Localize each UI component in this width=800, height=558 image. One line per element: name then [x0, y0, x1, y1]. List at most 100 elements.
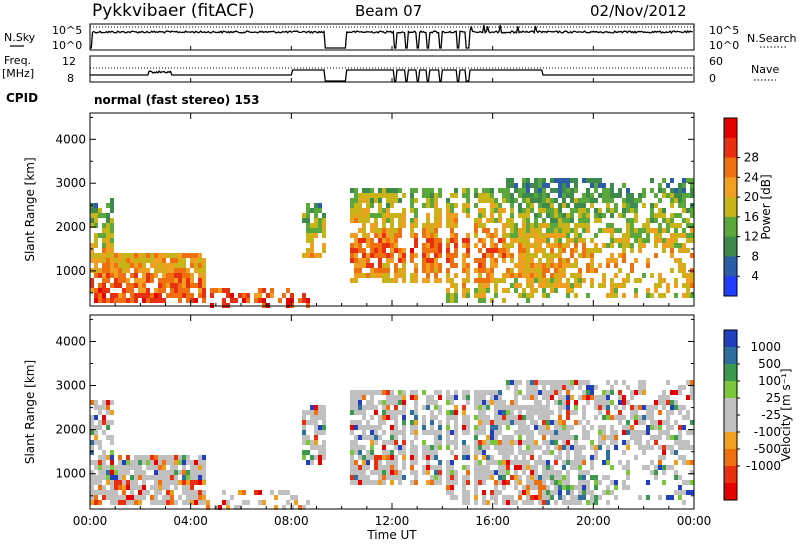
- heatmap-cell: [322, 248, 326, 253]
- heatmap-cell: [626, 273, 630, 278]
- heatmap-cell: [110, 420, 114, 425]
- heatmap-cell: [158, 268, 162, 273]
- heatmap-cell: [478, 470, 482, 475]
- heatmap-cell: [478, 420, 482, 425]
- heatmap-cell: [506, 500, 510, 505]
- heatmap-cell: [238, 490, 242, 495]
- heatmap-cell: [578, 445, 582, 450]
- heatmap-cell: [350, 213, 354, 218]
- heatmap-cell: [350, 410, 354, 415]
- heatmap-cell: [310, 253, 314, 258]
- heatmap-cell: [354, 203, 358, 208]
- heatmap-cell: [106, 298, 110, 303]
- heatmap-cell: [394, 415, 398, 420]
- heatmap-cell: [682, 425, 686, 430]
- heatmap-cell: [290, 293, 294, 298]
- heatmap-cell: [466, 425, 470, 430]
- heatmap-cell: [466, 238, 470, 243]
- heatmap-cell: [310, 420, 314, 425]
- heatmap-cell: [482, 238, 486, 243]
- heatmap-cell: [146, 455, 150, 460]
- heatmap-cell: [542, 480, 546, 485]
- heatmap-cell: [438, 395, 442, 400]
- heatmap-cell: [462, 415, 466, 420]
- heatmap-cell: [530, 410, 534, 415]
- heatmap-cell: [538, 475, 542, 480]
- heatmap-cell: [402, 455, 406, 460]
- heatmap-cell: [638, 248, 642, 253]
- heatmap-cell: [414, 450, 418, 455]
- heatmap-cell: [558, 208, 562, 213]
- heatmap-cell: [634, 440, 638, 445]
- heatmap-cell: [558, 193, 562, 198]
- heatmap-cell: [526, 188, 530, 193]
- heatmap-cell: [102, 263, 106, 268]
- heatmap-cell: [602, 425, 606, 430]
- heatmap-cell: [602, 273, 606, 278]
- heatmap-cell: [102, 475, 106, 480]
- heatmap-cell: [482, 188, 486, 193]
- heatmap-cell: [302, 425, 306, 430]
- heatmap-cell: [110, 485, 114, 490]
- heatmap-cell: [606, 415, 610, 420]
- heatmap-cell: [590, 425, 594, 430]
- heatmap-cell: [478, 460, 482, 465]
- heatmap-cell: [478, 223, 482, 228]
- heatmap-cell: [154, 263, 158, 268]
- heatmap-cell: [554, 400, 558, 405]
- heatmap-cell: [682, 208, 686, 213]
- heatmap-cell: [362, 263, 366, 268]
- heatmap-cell: [542, 395, 546, 400]
- heatmap-cell: [550, 395, 554, 400]
- heatmap-cell: [302, 298, 306, 303]
- heatmap-cell: [270, 288, 274, 293]
- heatmap-cell: [454, 298, 458, 303]
- heatmap-cell: [178, 455, 182, 460]
- heatmap-cell: [358, 203, 362, 208]
- heatmap-cell: [514, 400, 518, 405]
- heatmap-cell: [434, 450, 438, 455]
- heatmap-cell: [558, 263, 562, 268]
- heatmap-cell: [650, 405, 654, 410]
- heatmap-cell: [446, 475, 450, 480]
- heatmap-cell: [542, 415, 546, 420]
- heatmap-cell: [106, 263, 110, 268]
- heatmap-cell: [110, 480, 114, 485]
- heatmap-cell: [666, 430, 670, 435]
- heatmap-cell: [414, 435, 418, 440]
- heatmap-cell: [474, 405, 478, 410]
- heatmap-cell: [526, 485, 530, 490]
- heatmap-cell: [434, 470, 438, 475]
- heatmap-cell: [318, 223, 322, 228]
- heatmap-cell: [562, 475, 566, 480]
- heatmap-cell: [534, 390, 538, 395]
- heatmap-cell: [370, 445, 374, 450]
- heatmap-cell: [566, 405, 570, 410]
- heatmap-cell: [522, 238, 526, 243]
- heatmap-cell: [454, 420, 458, 425]
- heatmap-cell: [450, 450, 454, 455]
- heatmap-cell: [354, 470, 358, 475]
- heatmap-cell: [678, 248, 682, 253]
- heatmap-cell: [202, 495, 206, 500]
- heatmap-cell: [474, 440, 478, 445]
- heatmap-cell: [310, 455, 314, 460]
- heatmap-cell: [474, 495, 478, 500]
- heatmap-cell: [558, 420, 562, 425]
- heatmap-cell: [410, 233, 414, 238]
- heatmap-cell: [514, 273, 518, 278]
- heatmap-cell: [90, 490, 94, 495]
- heatmap-cell: [670, 203, 674, 208]
- heatmap-cell: [98, 445, 102, 450]
- heatmap-cell: [602, 440, 606, 445]
- heatmap-cell: [158, 475, 162, 480]
- heatmap-cell: [354, 420, 358, 425]
- heatmap-cell: [358, 420, 362, 425]
- heatmap-cell: [434, 198, 438, 203]
- heatmap-cell: [678, 435, 682, 440]
- heatmap-cell: [134, 485, 138, 490]
- heatmap-cell: [554, 500, 558, 505]
- heatmap-cell: [190, 293, 194, 298]
